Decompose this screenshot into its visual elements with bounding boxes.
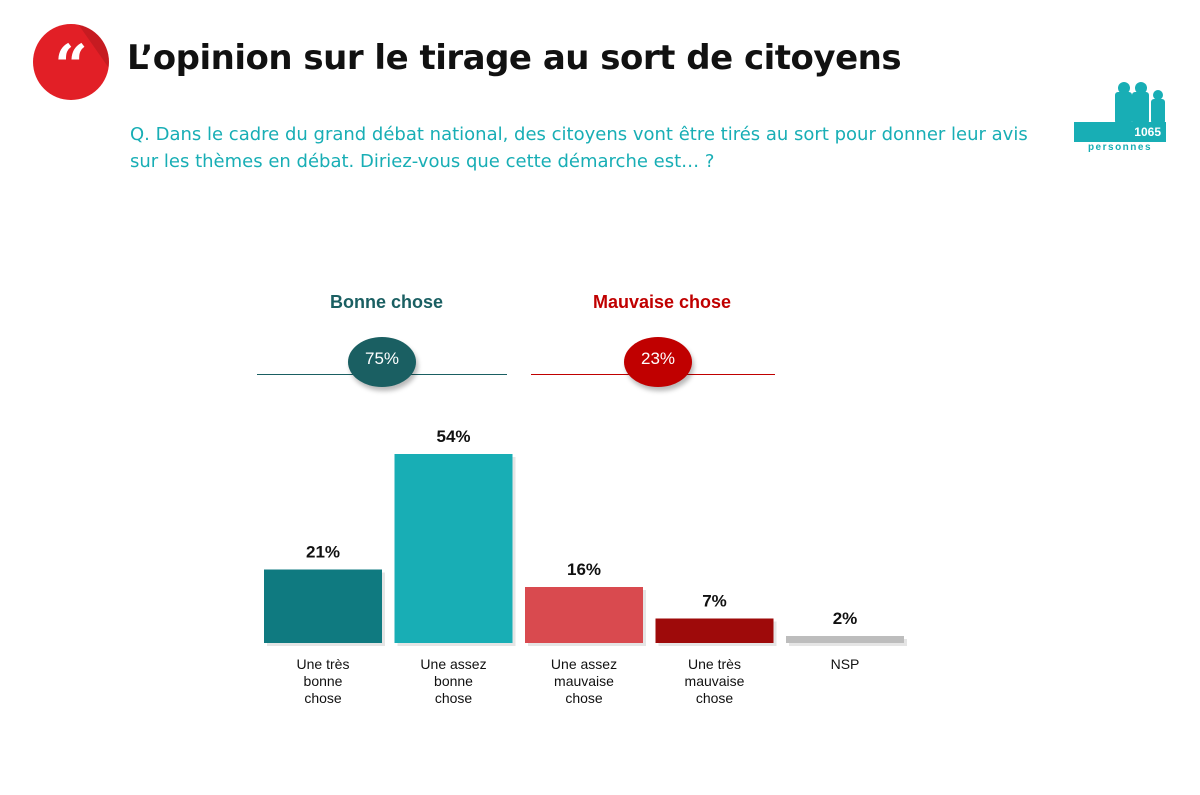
person-figure xyxy=(1151,99,1165,124)
value-label-nsp: 2% xyxy=(833,609,858,628)
sample-count: 1065 xyxy=(1074,122,1166,142)
survey-question: Q. Dans le cadre du grand débat national… xyxy=(130,124,1028,172)
value-label-assez-bonne: 54% xyxy=(436,427,470,446)
category-label-line: Une assez xyxy=(550,656,618,672)
value-label-tres-mauvaise: 7% xyxy=(702,592,727,611)
sample-size-badge: 1065 personnes xyxy=(1074,82,1166,157)
bar-nsp xyxy=(786,636,904,643)
sample-unit: personnes xyxy=(1087,142,1153,153)
group-total-bonne: 75% xyxy=(348,337,416,387)
category-label-line: bonne xyxy=(434,673,473,689)
person-figure xyxy=(1115,92,1132,124)
group-label-bonne: Bonne chose xyxy=(330,292,444,312)
category-label-tres-bonne: Une très bonne chose xyxy=(263,656,383,707)
quote-mark-icon: “ xyxy=(54,32,88,100)
category-label-line: mauvaise xyxy=(684,673,745,689)
bar-tres-mauvaise xyxy=(655,618,774,643)
quote-badge: “ xyxy=(33,24,109,100)
category-label-line: Une très xyxy=(296,656,350,672)
category-label-line: chose xyxy=(304,690,342,706)
value-label-assez-mauvaise: 16% xyxy=(567,560,601,579)
people-icon xyxy=(1118,82,1130,94)
category-label-line: NSP xyxy=(830,656,860,672)
category-label-tres-mauvaise: Une très mauvaise chose xyxy=(655,656,775,707)
bar-tres-bonne xyxy=(264,569,382,643)
category-label-assez-mauvaise: Une assez mauvaise chose xyxy=(524,656,644,707)
category-label-nsp: NSP xyxy=(785,656,905,673)
category-label-line: chose xyxy=(695,690,734,706)
person-head xyxy=(1135,82,1147,94)
value-label-tres-bonne: 21% xyxy=(306,543,340,562)
group-total-mauvaise: 23% xyxy=(624,337,692,387)
category-label-line: bonne xyxy=(303,673,343,689)
person-head xyxy=(1153,90,1163,100)
category-label-line: chose xyxy=(434,690,473,706)
page-title: L’opinion sur le tirage au sort de citoy… xyxy=(127,38,902,78)
category-label-assez-bonne: Une assez bonne chose xyxy=(394,656,514,707)
bar-assez-bonne xyxy=(394,454,513,643)
person-figure xyxy=(1132,92,1149,124)
bar-assez-mauvaise xyxy=(525,587,643,643)
category-label-line: Une très xyxy=(688,656,741,672)
group-label-mauvaise: Mauvaise chose xyxy=(593,292,732,312)
category-label-line: Une assez xyxy=(420,656,487,672)
category-label-line: mauvaise xyxy=(554,673,614,689)
category-label-line: chose xyxy=(565,690,603,706)
